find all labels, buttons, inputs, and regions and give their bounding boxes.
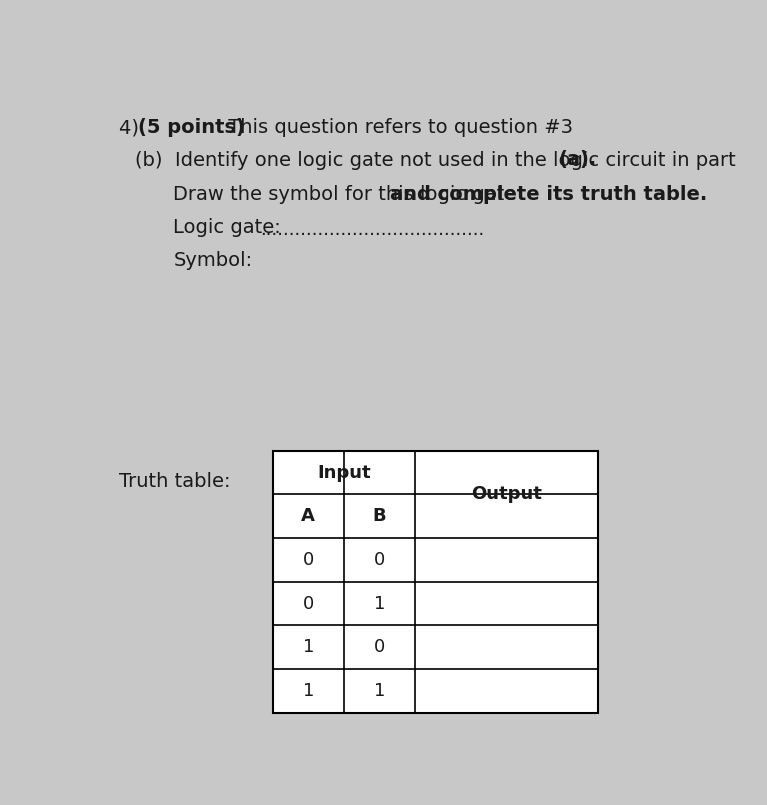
Text: 1: 1 (302, 638, 314, 656)
Text: 0: 0 (303, 551, 314, 569)
Text: 4): 4) (119, 118, 146, 137)
Text: 1: 1 (302, 682, 314, 700)
Text: Truth table:: Truth table: (119, 473, 231, 491)
Bar (272, 451, 598, 712)
Text: Draw the symbol for this logic gate: Draw the symbol for this logic gate (173, 185, 523, 204)
Text: 1: 1 (374, 595, 385, 613)
Text: This question refers to question #3: This question refers to question #3 (222, 118, 573, 137)
Text: (b)  Identify one logic gate not used in the logic circuit in part: (b) Identify one logic gate not used in … (135, 151, 742, 170)
Text: 0: 0 (374, 551, 385, 569)
Text: A: A (301, 507, 315, 525)
Text: 0: 0 (303, 595, 314, 613)
Text: Logic gate:: Logic gate: (173, 218, 288, 237)
Text: Input: Input (317, 464, 370, 481)
Text: Symbol:: Symbol: (173, 250, 252, 270)
Text: Output: Output (471, 485, 542, 503)
Text: (a).: (a). (558, 151, 597, 170)
Text: 0: 0 (374, 638, 385, 656)
Text: B: B (373, 507, 387, 525)
Text: .......................................: ....................................... (260, 221, 485, 239)
Text: (5 points): (5 points) (139, 118, 245, 137)
Text: and complete its truth table.: and complete its truth table. (390, 185, 708, 204)
Text: 1: 1 (374, 682, 385, 700)
